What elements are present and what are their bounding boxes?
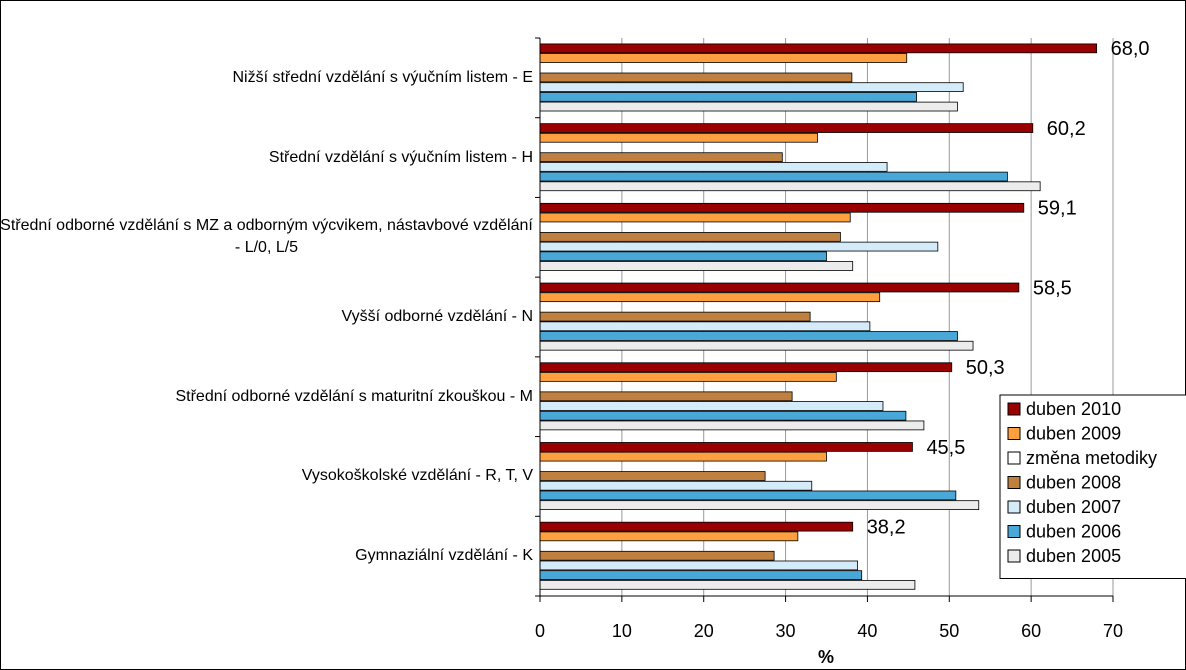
bar: [539, 311, 811, 322]
bar: [539, 181, 1041, 192]
legend-label: duben 2007: [1026, 497, 1121, 517]
bar: [539, 550, 775, 561]
bar: [539, 410, 907, 421]
data-label: 68,0: [1111, 38, 1150, 60]
category-text: Vyšší odborné vzdělání - N: [341, 308, 534, 325]
bar: [539, 401, 884, 411]
data-label: 45,5: [926, 437, 965, 459]
legend-swatch: [1007, 525, 1021, 538]
bar: [539, 92, 917, 102]
bar: [539, 321, 871, 332]
bar: [539, 123, 1034, 133]
data-label: 50,3: [966, 357, 1005, 379]
category-text: Střední odborné vzdělání s maturitní zko…: [175, 387, 533, 405]
legend-label: duben 2006: [1026, 521, 1121, 541]
category-label: Střední vzdělání s výučním listem - H: [0, 147, 533, 169]
category-text: Nižší střední vzdělání s výučním listem …: [232, 68, 533, 86]
category-label: Vyšší odborné vzdělání - N: [0, 306, 534, 328]
category-label: Střední odborné vzdělání s MZ a odborným…: [0, 215, 533, 259]
x-tick-label: 20: [694, 621, 714, 641]
x-tick-label: 70: [1103, 621, 1123, 641]
x-tick-label: 40: [857, 621, 877, 641]
x-tick-label: 0: [535, 621, 545, 641]
data-label: 58,5: [1033, 277, 1072, 299]
bar: [539, 202, 1025, 213]
bar: [539, 261, 854, 271]
bar: [539, 282, 1020, 293]
bar: [539, 340, 974, 351]
bar: [539, 171, 1008, 182]
legend-label: duben 2008: [1026, 472, 1121, 492]
category-text: Vysokoškolské vzdělání - R, T, V: [301, 467, 533, 485]
bar: [539, 232, 841, 242]
x-tick-label: 50: [939, 621, 959, 641]
bar: [539, 521, 854, 532]
bar: [539, 531, 799, 542]
bar: [539, 251, 827, 262]
legend-box: [999, 394, 1186, 579]
bar: [539, 420, 925, 431]
legend-swatch: [1007, 402, 1021, 416]
legend-swatch: [1007, 476, 1021, 489]
bar: [539, 212, 851, 223]
bar: [539, 372, 837, 382]
bar: [539, 132, 818, 143]
legend-swatch: [1007, 427, 1021, 440]
bar: [539, 101, 958, 112]
bar: [539, 500, 980, 510]
category-label: Gymnaziální vzdělání - K: [0, 545, 533, 567]
data-label: 59,1: [1038, 198, 1077, 220]
data-label: 38,2: [867, 516, 906, 538]
bar: [539, 490, 957, 501]
bar: [539, 560, 859, 571]
bar: [539, 570, 863, 580]
bar: [539, 442, 913, 452]
category-label: Střední odborné vzdělání s maturitní zko…: [0, 386, 533, 408]
legend-swatch: [1007, 549, 1021, 563]
legend-label: duben 2010: [1026, 399, 1121, 419]
data-label: 60,2: [1047, 118, 1086, 140]
bar: [539, 451, 827, 462]
bar: [539, 331, 958, 341]
category-text: Střední odborné vzdělání s MZ a odborným…: [0, 217, 533, 257]
x-tick-label: 60: [1021, 621, 1041, 641]
x-tick-label: 30: [776, 621, 796, 641]
bar: [539, 391, 793, 402]
category-text: Gymnaziální vzdělání - K: [355, 547, 533, 565]
bar: [539, 72, 853, 83]
bar: [539, 480, 813, 491]
legend-swatch: [1007, 500, 1021, 514]
bar: [539, 362, 953, 373]
legend-label: duben 2005: [1026, 546, 1121, 566]
bar: [539, 82, 964, 93]
legend-label: změna metodiky: [1026, 448, 1157, 468]
bar: [539, 162, 888, 172]
bar: [539, 292, 881, 303]
bar: [539, 53, 908, 63]
bar: [539, 152, 783, 163]
bar: [539, 241, 939, 252]
legend-label: duben 2009: [1026, 423, 1121, 443]
category-text: Střední vzdělání s výučním listem - H: [268, 148, 533, 166]
x-tick-label: 10: [612, 621, 632, 641]
bar: [539, 579, 916, 590]
category-label: Vysokoškolské vzdělání - R, T, V: [0, 465, 533, 487]
bar: [539, 43, 1098, 54]
x-axis-label: %: [818, 647, 834, 667]
category-label: Nižší střední vzdělání s výučním listem …: [0, 67, 533, 89]
bar: [539, 471, 766, 481]
legend-swatch: [1007, 451, 1021, 465]
